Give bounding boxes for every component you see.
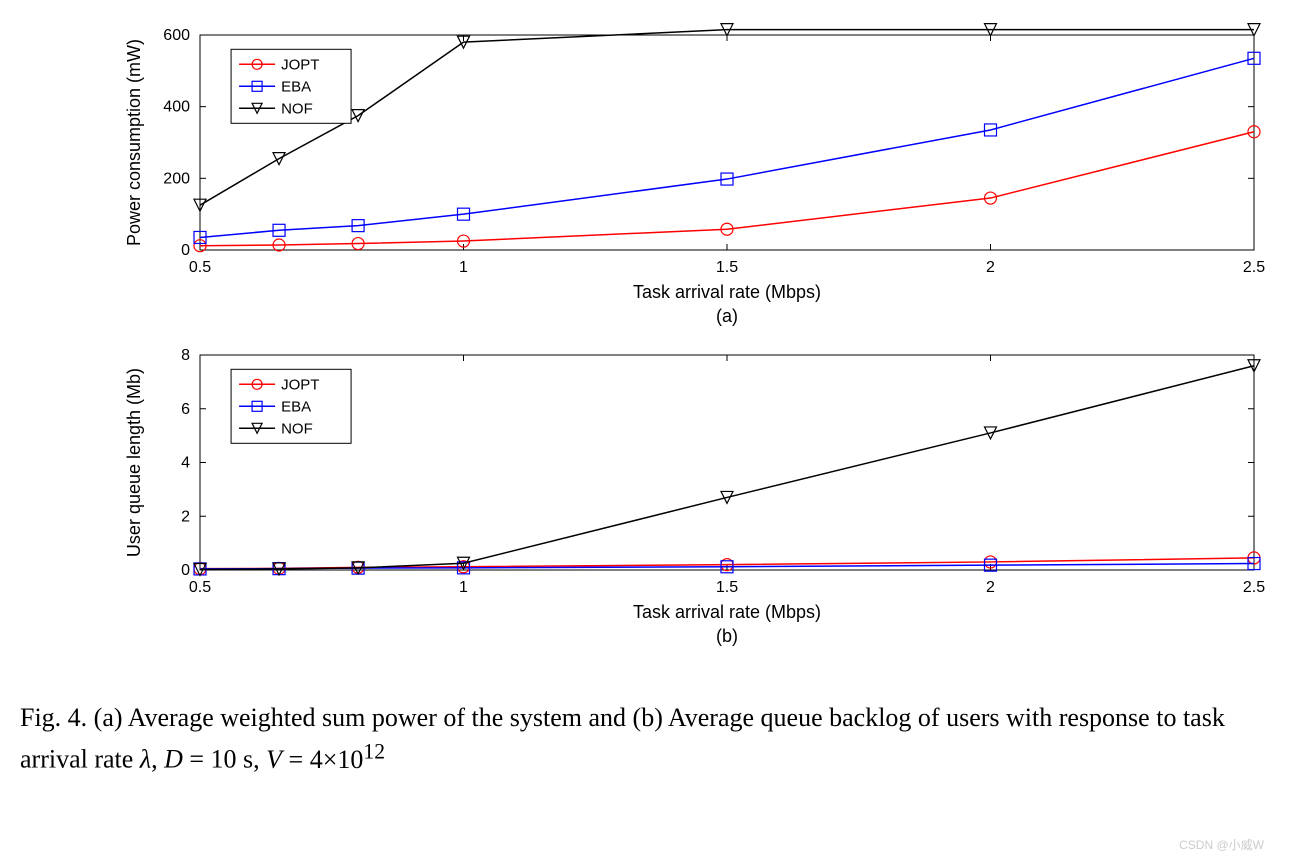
caption-lambda: λ: [140, 745, 151, 774]
svg-text:2.5: 2.5: [1243, 579, 1265, 596]
svg-text:JOPT: JOPT: [281, 56, 319, 73]
caption-d: D = 10 s: [164, 745, 253, 774]
svg-text:EBA: EBA: [281, 78, 311, 95]
caption-v: V = 4×1012: [266, 745, 385, 774]
svg-text:0: 0: [181, 242, 190, 259]
svg-text:2.5: 2.5: [1243, 259, 1265, 276]
svg-text:User queue length (Mb): User queue length (Mb): [124, 368, 144, 557]
svg-text:2: 2: [181, 508, 190, 525]
svg-text:600: 600: [163, 27, 190, 44]
svg-text:8: 8: [181, 347, 190, 364]
chart-a-container: 0.5 1 1.5 2 2.5 0 200 400 600 Task arrival rate (…: [20, 20, 1274, 330]
caption-sep2: ,: [253, 745, 266, 774]
svg-text:(a): (a): [716, 306, 738, 326]
figure-caption: Fig. 4. (a) Average weighted sum power o…: [20, 700, 1274, 778]
caption-sep1: ,: [151, 745, 164, 774]
svg-text:Task arrival rate (Mbps): Task arrival rate (Mbps): [633, 602, 821, 622]
svg-text:400: 400: [163, 99, 190, 116]
svg-text:0.5: 0.5: [189, 579, 211, 596]
svg-text:6: 6: [181, 401, 190, 418]
svg-text:200: 200: [163, 170, 190, 187]
svg-text:1: 1: [459, 259, 468, 276]
chart-a: 0.5 1 1.5 2 2.5 0 200 400 600 Task arrival rate (…: [20, 20, 1274, 330]
svg-text:4: 4: [181, 455, 190, 472]
svg-text:EBA: EBA: [281, 398, 311, 415]
svg-text:1: 1: [459, 579, 468, 596]
svg-text:0.5: 0.5: [189, 259, 211, 276]
svg-text:(b): (b): [716, 626, 738, 646]
svg-text:1.5: 1.5: [716, 579, 738, 596]
watermark: CSDN @小威W: [1179, 836, 1264, 853]
chart-b-container: 0.5 1 1.5 2 2.5 0 2 4 6 8 Task arrival rate (Mbps)…: [20, 340, 1274, 650]
svg-text:Task arrival rate (Mbps): Task arrival rate (Mbps): [633, 282, 821, 302]
svg-text:Power consumption (mW): Power consumption (mW): [124, 39, 144, 246]
svg-text:2: 2: [986, 579, 995, 596]
svg-text:2: 2: [986, 259, 995, 276]
svg-text:NOF: NOF: [281, 420, 313, 437]
svg-text:NOF: NOF: [281, 100, 313, 117]
svg-text:1.5: 1.5: [716, 259, 738, 276]
chart-b: 0.5 1 1.5 2 2.5 0 2 4 6 8 Task arrival rate (Mbps)…: [20, 340, 1274, 650]
svg-text:JOPT: JOPT: [281, 376, 319, 393]
caption-v-exp: 12: [363, 739, 385, 763]
svg-text:0: 0: [181, 562, 190, 579]
